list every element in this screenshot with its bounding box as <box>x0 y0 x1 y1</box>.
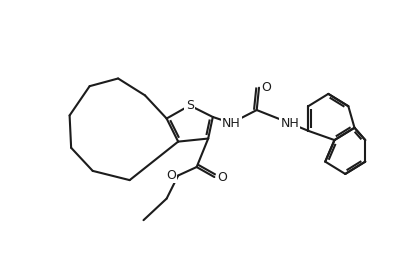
Text: O: O <box>217 171 227 183</box>
Text: S: S <box>186 99 194 112</box>
Text: NH: NH <box>222 117 241 130</box>
Text: O: O <box>261 81 271 94</box>
Text: NH: NH <box>280 117 299 130</box>
Text: O: O <box>166 169 176 182</box>
